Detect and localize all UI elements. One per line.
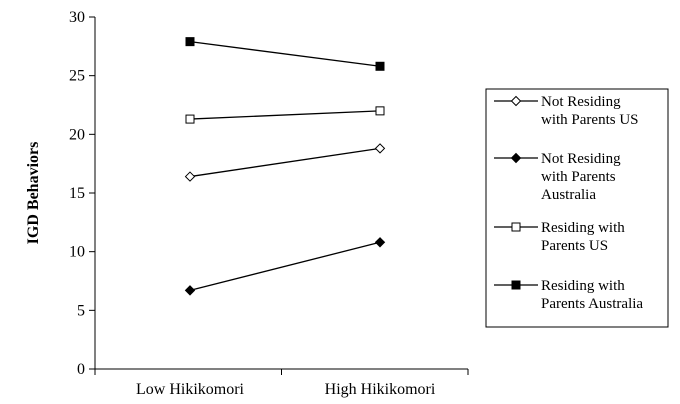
series-line [189,40,381,67]
legend-entry: Residing with Parents Australia [494,278,643,312]
data-point [185,114,195,124]
series-2 [185,106,385,124]
series-line [189,110,381,120]
legend-label: Parents Australia [541,296,643,312]
legend-entry: Not Residing with Parents Australia [494,151,621,203]
legend-label: Not Residing [541,151,621,167]
legend-label: Residing with [541,220,625,236]
legend-swatch-marker [510,152,522,164]
legend-entry: Not Residing with Parents US [494,94,639,128]
data-point [374,143,386,154]
legend-label: Not Residing [541,94,621,110]
legend-swatch-marker [511,280,521,290]
legend-swatch-marker [510,95,522,107]
legend-entry: Residing with Parents US [494,220,625,254]
y-tick-label: 0 [77,361,85,378]
legend-label: with Parents [541,169,616,185]
data-point [184,285,196,296]
series-3 [185,37,385,71]
legend: Not Residing with Parents US Not Residing w… [485,88,669,328]
y-tick-label: 20 [69,126,85,143]
legend-label: Parents US [541,238,608,254]
data-point [185,37,195,47]
x-category-label: Low Hikikomori [136,381,245,398]
y-tick-label: 10 [69,244,85,261]
y-tick-label: 25 [69,68,85,85]
data-point [375,61,385,71]
legend-swatch-marker [511,222,521,232]
x-category-label: High Hikikomori [325,381,436,398]
y-tick-label: 5 [77,302,85,319]
legend-label: Australia [541,187,596,203]
y-tick-label: 30 [69,9,85,26]
y-tick-label: 15 [69,185,85,202]
series-line [189,147,381,178]
y-axis-label: IGD Behaviors [25,142,42,245]
series-line [189,241,381,292]
data-point [375,106,385,116]
y-axis: 0 5 10 15 20 25 30 [69,9,96,378]
series-layer [184,37,386,296]
data-point [374,237,386,248]
series-1 [184,237,386,296]
x-axis: Low Hikikomori High Hikikomori [94,368,469,398]
data-point [184,171,196,182]
legend-label: Residing with [541,278,625,294]
legend-label: with Parents US [541,112,639,128]
series-0 [184,143,386,182]
